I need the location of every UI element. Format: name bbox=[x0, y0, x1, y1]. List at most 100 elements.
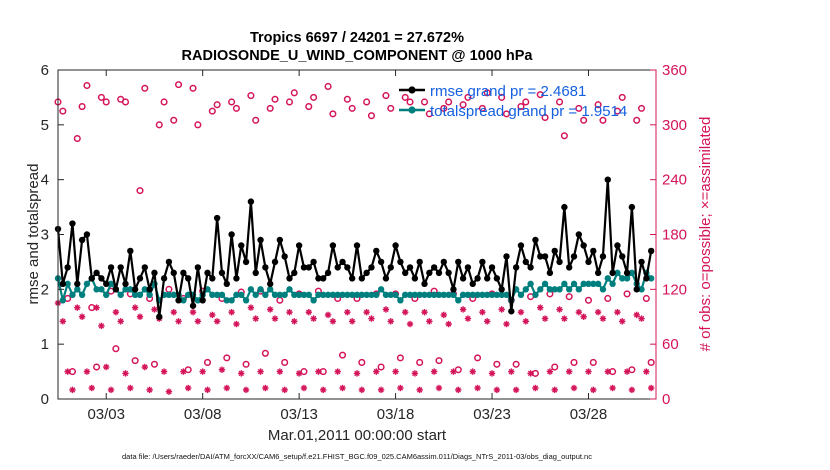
rmse-point bbox=[324, 269, 332, 277]
obs-assimilated-marker bbox=[64, 368, 71, 375]
obs-assimilated-marker bbox=[160, 368, 168, 375]
totalspread-point bbox=[459, 291, 467, 299]
rmse-point bbox=[421, 280, 428, 288]
obs-assimilated-marker bbox=[382, 306, 390, 313]
obs-assimilated-marker bbox=[537, 304, 544, 311]
obs-assimilated-marker bbox=[300, 384, 308, 392]
obs-assimilated-stroke bbox=[465, 315, 471, 322]
obs-assimilated-marker bbox=[532, 384, 539, 392]
obs-assimilated-stroke bbox=[619, 318, 625, 325]
rmse-point bbox=[522, 258, 529, 266]
obs-assimilated-stroke bbox=[325, 312, 331, 318]
rmse-point bbox=[204, 269, 211, 277]
totalspread-point bbox=[252, 291, 259, 299]
totalspread-point bbox=[488, 291, 496, 299]
obs-assimilated-stroke bbox=[296, 370, 302, 377]
totalspread-point bbox=[320, 291, 327, 299]
obs-assimilated-marker bbox=[74, 304, 81, 311]
totalspread-point bbox=[426, 291, 433, 299]
rmse-point bbox=[122, 280, 129, 288]
totalspread-point bbox=[479, 291, 486, 299]
obs-assimilated-marker bbox=[291, 318, 298, 325]
obs-assimilated-stroke bbox=[494, 387, 500, 393]
totalspread-point bbox=[397, 297, 404, 304]
y-tick-label-right: 180 bbox=[662, 227, 687, 244]
totalspread-point bbox=[117, 291, 124, 299]
totalspread-point bbox=[527, 280, 534, 288]
obs-possible-marker bbox=[97, 93, 105, 101]
rmse-point bbox=[614, 242, 621, 249]
obs-assimilated-marker bbox=[315, 368, 322, 375]
obs-assimilated-stroke bbox=[354, 370, 360, 377]
totalspread-point bbox=[440, 291, 448, 299]
obs-assimilated-marker bbox=[146, 386, 153, 394]
y-tick-label-left: 0 bbox=[41, 391, 49, 408]
totalspread-point bbox=[257, 286, 264, 293]
totalspread-point bbox=[233, 291, 240, 299]
rmse-point bbox=[532, 236, 539, 244]
rmse-point bbox=[638, 258, 645, 266]
obs-possible-marker bbox=[416, 358, 424, 366]
obs-assimilated-stroke bbox=[195, 318, 201, 325]
obs-assimilated-marker bbox=[546, 368, 554, 375]
totalspread-point bbox=[628, 269, 636, 277]
totalspread-point bbox=[464, 291, 472, 299]
x-tick-label: 03/13 bbox=[280, 406, 318, 423]
obs-possible-marker bbox=[589, 358, 597, 366]
totalspread-point bbox=[122, 286, 129, 293]
obs-assimilated-marker bbox=[522, 318, 529, 325]
rmse-point bbox=[643, 275, 650, 282]
totalspread-point bbox=[266, 286, 274, 293]
rmse-point bbox=[358, 275, 366, 282]
obs-possible-marker bbox=[502, 110, 511, 118]
obs-possible-marker bbox=[435, 357, 443, 365]
rmse-point bbox=[281, 253, 288, 260]
rmse-point bbox=[392, 242, 399, 249]
rmse-point bbox=[527, 264, 534, 271]
obs-assimilated-marker bbox=[599, 315, 607, 322]
rmse-point bbox=[320, 275, 327, 282]
obs-assimilated-marker bbox=[180, 368, 187, 375]
obs-assimilated-marker bbox=[570, 384, 578, 392]
obs-assimilated-stroke bbox=[585, 368, 592, 375]
obs-assimilated-stroke bbox=[185, 385, 191, 391]
obs-possible-marker bbox=[406, 98, 414, 106]
obs-assimilated-stroke bbox=[431, 368, 437, 375]
obs-possible-marker bbox=[440, 104, 448, 112]
obs-assimilated-marker bbox=[358, 386, 366, 394]
totalspread-point bbox=[517, 291, 525, 299]
y-tick-label-left: 6 bbox=[41, 62, 49, 79]
obs-assimilated-marker bbox=[455, 386, 462, 394]
totalspread-point bbox=[78, 291, 86, 299]
obs-assimilated-marker bbox=[189, 308, 197, 316]
rmse-point bbox=[493, 275, 501, 282]
rmse-point bbox=[474, 275, 481, 282]
obs-possible-marker bbox=[324, 82, 332, 90]
obs-assimilated-stroke bbox=[513, 387, 519, 393]
rmse-point bbox=[594, 269, 602, 277]
obs-assimilated-stroke bbox=[368, 315, 375, 322]
obs-possible-marker bbox=[285, 98, 294, 106]
obs-assimilated-marker bbox=[368, 315, 375, 322]
obs-possible-marker bbox=[155, 121, 163, 129]
rmse-point bbox=[238, 242, 245, 249]
rmse-point bbox=[88, 275, 95, 282]
obs-assimilated-marker bbox=[488, 370, 496, 377]
obs-assimilated-stroke bbox=[175, 318, 182, 325]
totalspread-point bbox=[329, 291, 337, 299]
rmse-point bbox=[310, 258, 317, 266]
obs-assimilated-marker bbox=[503, 320, 510, 328]
obs-assimilated-stroke bbox=[161, 368, 167, 375]
rmse-point bbox=[305, 264, 312, 271]
rmse-point bbox=[508, 308, 515, 315]
totalspread-point bbox=[286, 286, 293, 293]
rmse-point bbox=[242, 258, 250, 266]
obs-assimilated-stroke bbox=[330, 318, 336, 325]
obs-assimilated-stroke bbox=[412, 370, 418, 377]
obs-possible-marker bbox=[584, 296, 593, 304]
obs-assimilated-stroke bbox=[426, 318, 433, 325]
rmse-point bbox=[107, 264, 115, 271]
obs-assimilated-marker bbox=[276, 368, 284, 375]
totalspread-point bbox=[291, 291, 298, 299]
obs-assimilated-stroke bbox=[84, 368, 90, 375]
